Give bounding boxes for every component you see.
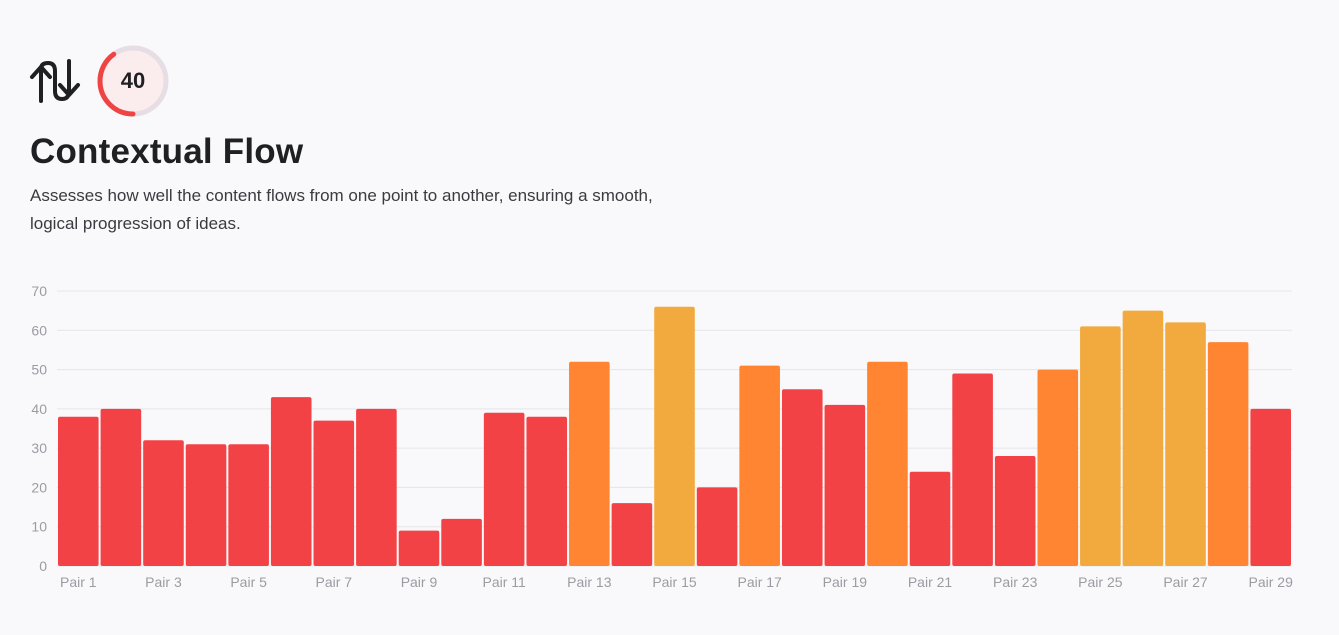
bar-pair-18[interactable]	[781, 389, 823, 566]
x-tick-label: Pair 19	[823, 574, 868, 590]
bar-pair-24[interactable]	[1037, 369, 1079, 566]
x-tick-label: Pair 9	[401, 574, 438, 590]
x-tick-label: Pair 11	[482, 574, 526, 590]
x-tick-label: Pair 27	[1163, 574, 1208, 590]
swap-vertical-icon	[30, 59, 80, 103]
bar-pair-28[interactable]	[1207, 342, 1249, 566]
x-tick-label: Pair 13	[567, 574, 612, 590]
x-tick-label: Pair 15	[652, 574, 697, 590]
score-progress-arc	[97, 45, 169, 117]
bar-pair-11[interactable]	[483, 412, 525, 566]
y-tick-label: 70	[31, 283, 47, 299]
x-tick-label: Pair 5	[230, 574, 267, 590]
bar-pair-21[interactable]	[909, 471, 951, 566]
metric-description: Assesses how well the content flows from…	[30, 186, 653, 233]
bar-chart: 0 10 20 30 40 50 60 70 Pair 1 Pair 3 Pair 5 Pair 7 P…	[31, 283, 1294, 590]
bar-pair-12[interactable]	[526, 416, 568, 566]
x-tick-label: Pair 7	[316, 574, 353, 590]
bar-pair-9[interactable]	[398, 530, 440, 566]
bar-pair-14[interactable]	[611, 503, 653, 566]
x-tick-label: Pair 21	[908, 574, 953, 590]
y-tick-label: 60	[31, 322, 47, 338]
bar-pair-26[interactable]	[1122, 310, 1164, 566]
page-title: Contextual Flow	[30, 132, 304, 171]
y-tick-label: 20	[31, 479, 47, 495]
bar-pair-2[interactable]	[100, 408, 142, 566]
x-tick-label: Pair 3	[145, 574, 182, 590]
bar-pair-13[interactable]	[569, 361, 610, 566]
bar-pair-22[interactable]	[952, 373, 993, 567]
bar-pair-7[interactable]	[313, 420, 355, 566]
x-tick-label: Pair 1	[60, 574, 97, 590]
y-tick-label: 40	[31, 401, 47, 417]
bar-pair-25[interactable]	[1080, 326, 1121, 566]
score-ring: 40	[96, 44, 170, 118]
bar-pair-3[interactable]	[143, 440, 184, 566]
bar-pair-1[interactable]	[58, 416, 99, 566]
bar-pair-6[interactable]	[270, 397, 312, 566]
bar-pair-5[interactable]	[228, 444, 269, 566]
x-tick-label: Pair 29	[1249, 574, 1294, 590]
y-tick-label: 0	[39, 558, 47, 574]
metric-header: 40	[28, 44, 170, 118]
bar-pair-27[interactable]	[1165, 322, 1206, 566]
x-tick-label: Pair 17	[737, 574, 782, 590]
bar-pair-17[interactable]	[739, 365, 780, 566]
bar-pair-23[interactable]	[994, 456, 1036, 566]
bar-pair-16[interactable]	[696, 487, 738, 566]
x-tick-label: Pair 25	[1078, 574, 1123, 590]
bar-pair-10[interactable]	[441, 518, 482, 566]
bar-pair-15[interactable]	[654, 306, 695, 566]
bar-pair-8[interactable]	[356, 408, 397, 566]
bar-pair-20[interactable]	[867, 361, 908, 566]
y-tick-label: 30	[31, 440, 47, 456]
bar-pair-19[interactable]	[824, 404, 866, 566]
score-value: 40	[120, 68, 146, 93]
x-tick-label: Pair 23	[993, 574, 1038, 590]
y-tick-label: 10	[31, 519, 47, 535]
bar-pair-4[interactable]	[185, 444, 227, 566]
y-tick-label: 50	[31, 362, 47, 378]
bar-pair-29[interactable]	[1250, 408, 1291, 566]
